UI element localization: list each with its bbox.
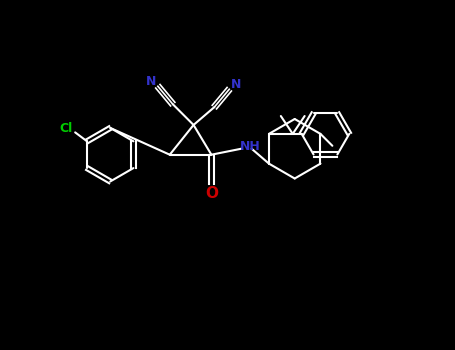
- Text: Cl: Cl: [60, 122, 73, 135]
- Text: N: N: [231, 77, 242, 91]
- Text: N: N: [146, 75, 156, 88]
- Text: NH: NH: [239, 140, 260, 154]
- Text: O: O: [205, 186, 218, 201]
